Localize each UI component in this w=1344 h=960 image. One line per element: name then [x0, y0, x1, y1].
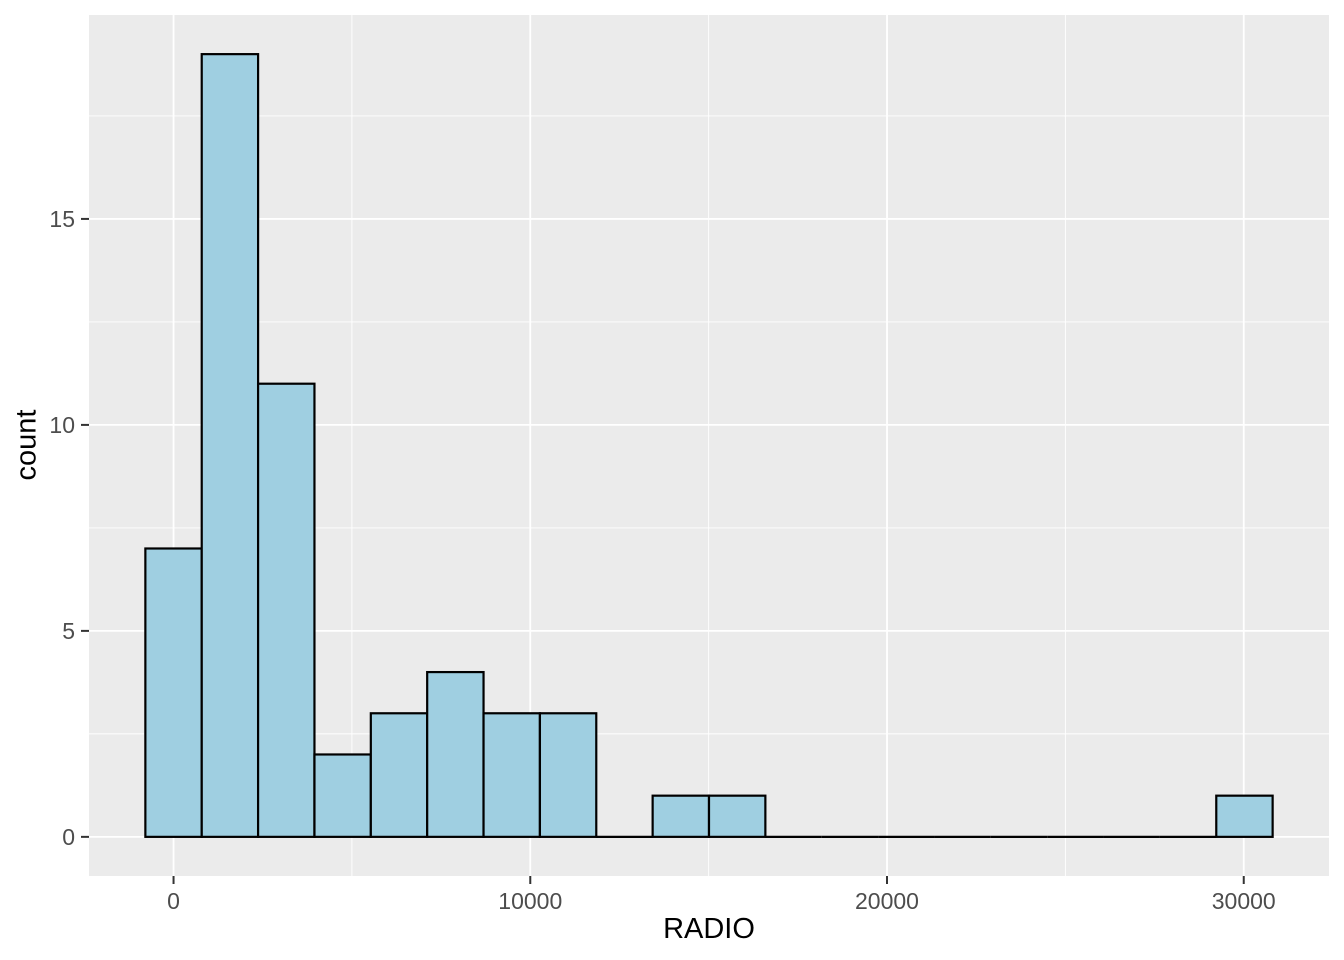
histogram-bar [200, 53, 260, 838]
x-axis-title: RADIO [663, 913, 755, 945]
histogram-bar [1215, 794, 1274, 838]
histogram-bar [256, 382, 316, 838]
histogram-bar [538, 712, 598, 838]
x-tick-label: 30000 [1212, 888, 1276, 914]
histogram-bar [144, 547, 203, 838]
histogram-bar [482, 712, 542, 838]
x-tick-label: 0 [167, 888, 180, 914]
y-tick-label: 15 [49, 206, 75, 232]
y-axis-title: count [10, 409, 43, 481]
histogram-bar [313, 753, 372, 838]
histogram-bar [707, 794, 767, 838]
histogram-bar [369, 712, 429, 838]
histogram-bar [651, 794, 711, 838]
histogram-bar [426, 670, 485, 838]
y-tick-label: 10 [49, 412, 75, 438]
x-tick-label: 20000 [855, 888, 919, 914]
y-tick-label: 0 [62, 824, 75, 850]
x-tick-label: 10000 [498, 888, 562, 914]
y-tick-label: 5 [62, 618, 75, 644]
